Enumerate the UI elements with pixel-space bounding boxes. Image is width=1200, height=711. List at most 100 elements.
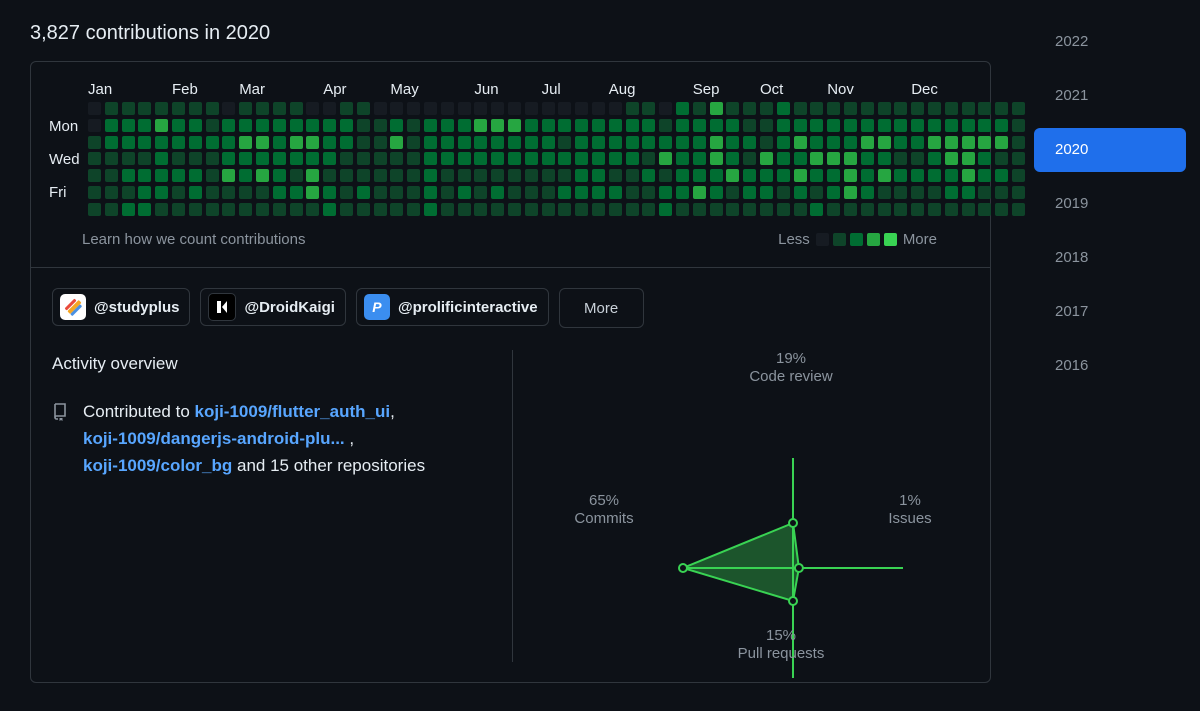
contribution-day-cell[interactable] [978,169,992,183]
contribution-day-cell[interactable] [575,118,589,132]
contribution-day-cell[interactable] [961,202,975,216]
contribution-day-cell[interactable] [407,152,421,166]
contribution-day-cell[interactable] [340,152,353,166]
contribution-day-cell[interactable] [88,102,101,115]
contribution-day-cell[interactable] [726,169,740,183]
contribution-day-cell[interactable] [541,118,555,132]
contribution-day-cell[interactable] [88,202,101,216]
contribution-day-cell[interactable] [625,118,639,132]
contribution-day-cell[interactable] [877,186,891,199]
org-button-studyplus[interactable]: @studyplus [52,288,191,326]
contribution-day-cell[interactable] [928,102,941,115]
contribution-day-cell[interactable] [457,186,471,199]
contribution-day-cell[interactable] [928,202,941,216]
contribution-day-cell[interactable] [104,152,118,166]
contribution-day-cell[interactable] [424,118,437,132]
contribution-day-cell[interactable] [995,202,1009,216]
contribution-day-cell[interactable] [1012,152,1025,166]
contribution-day-cell[interactable] [424,169,437,183]
contribution-day-cell[interactable] [121,202,135,216]
contribution-day-cell[interactable] [558,202,572,216]
contribution-day-cell[interactable] [306,135,320,149]
contribution-day-cell[interactable] [88,118,101,132]
contribution-day-cell[interactable] [407,169,421,183]
contribution-day-cell[interactable] [978,102,992,115]
contribution-day-cell[interactable] [491,118,505,132]
contribution-day-cell[interactable] [172,202,185,216]
contribution-day-cell[interactable] [340,118,353,132]
year-2019[interactable]: 2019 [1055,195,1089,212]
contribution-day-cell[interactable] [558,135,572,149]
contribution-day-cell[interactable] [289,135,303,149]
contribution-day-cell[interactable] [877,152,891,166]
contribution-day-cell[interactable] [911,118,925,132]
contribution-day-cell[interactable] [928,135,941,149]
contribution-day-cell[interactable] [844,118,857,132]
contribution-day-cell[interactable] [222,169,236,183]
contribution-day-cell[interactable] [373,186,387,199]
contribution-day-cell[interactable] [810,152,824,166]
contribution-day-cell[interactable] [138,102,152,115]
contribution-day-cell[interactable] [575,152,589,166]
contribution-day-cell[interactable] [961,102,975,115]
contribution-day-cell[interactable] [205,152,219,166]
contribution-day-cell[interactable] [524,118,538,132]
contribution-day-cell[interactable] [272,169,286,183]
contribution-day-cell[interactable] [272,118,286,132]
contribution-day-cell[interactable] [373,169,387,183]
contribution-day-cell[interactable] [978,202,992,216]
contribution-day-cell[interactable] [524,202,538,216]
contribution-day-cell[interactable] [222,102,236,115]
contribution-day-cell[interactable] [188,169,202,183]
contribution-day-cell[interactable] [944,118,958,132]
contribution-day-cell[interactable] [457,169,471,183]
contribution-day-cell[interactable] [390,169,404,183]
contribution-day-cell[interactable] [289,169,303,183]
contribution-day-cell[interactable] [508,152,521,166]
contribution-day-cell[interactable] [188,152,202,166]
contribution-day-cell[interactable] [709,135,723,149]
contribution-day-cell[interactable] [390,118,404,132]
contribution-day-cell[interactable] [575,135,589,149]
contribution-day-cell[interactable] [692,102,706,115]
contribution-day-cell[interactable] [188,202,202,216]
contribution-day-cell[interactable] [659,202,673,216]
contribution-day-cell[interactable] [743,102,757,115]
contribution-day-cell[interactable] [457,152,471,166]
contribution-day-cell[interactable] [642,202,656,216]
contribution-day-cell[interactable] [676,152,689,166]
contribution-day-cell[interactable] [239,102,253,115]
contribution-day-cell[interactable] [776,102,790,115]
contribution-day-cell[interactable] [323,118,337,132]
contribution-day-cell[interactable] [272,102,286,115]
contribution-day-cell[interactable] [1012,169,1025,183]
contribution-day-cell[interactable] [188,118,202,132]
contribution-day-cell[interactable] [138,152,152,166]
contribution-day-cell[interactable] [810,169,824,183]
contribution-day-cell[interactable] [575,202,589,216]
contribution-day-cell[interactable] [256,202,269,216]
contribution-day-cell[interactable] [121,118,135,132]
contribution-day-cell[interactable] [575,186,589,199]
contribution-day-cell[interactable] [709,169,723,183]
contribution-day-cell[interactable] [407,186,421,199]
contribution-day-cell[interactable] [356,186,370,199]
contribution-day-cell[interactable] [424,152,437,166]
contribution-day-cell[interactable] [709,118,723,132]
contribution-day-cell[interactable] [894,202,908,216]
contribution-day-cell[interactable] [205,186,219,199]
contribution-day-cell[interactable] [121,186,135,199]
contribution-day-cell[interactable] [104,118,118,132]
contribution-day-cell[interactable] [272,152,286,166]
contribution-day-cell[interactable] [911,152,925,166]
contribution-day-cell[interactable] [726,186,740,199]
year-2018[interactable]: 2018 [1055,249,1089,266]
contribution-day-cell[interactable] [508,102,521,115]
contribution-day-cell[interactable] [676,118,689,132]
contribution-day-cell[interactable] [356,118,370,132]
contribution-day-cell[interactable] [222,186,236,199]
contribution-day-cell[interactable] [709,186,723,199]
contribution-day-cell[interactable] [944,152,958,166]
year-2016[interactable]: 2016 [1055,357,1089,374]
contribution-day-cell[interactable] [709,102,723,115]
